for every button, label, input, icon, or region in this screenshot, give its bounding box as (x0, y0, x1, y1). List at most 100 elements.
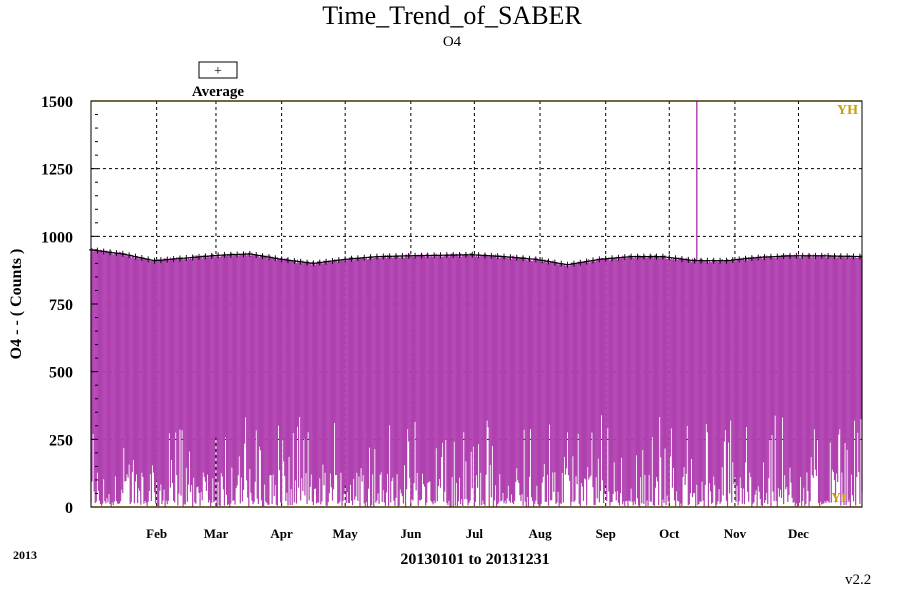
average-marker (768, 253, 773, 260)
average-marker (235, 251, 240, 258)
average-marker (781, 253, 786, 260)
average-marker (521, 255, 526, 262)
average-marker (508, 254, 513, 261)
average-marker (749, 255, 754, 262)
x-tick-label: Dec (788, 526, 809, 541)
average-marker (266, 254, 271, 261)
x-tick-label: Jul (466, 526, 484, 541)
average-marker (565, 261, 570, 268)
average-marker (559, 260, 564, 267)
average-marker (152, 257, 157, 264)
average-marker (857, 253, 862, 260)
average-marker (667, 254, 672, 261)
average-marker (292, 257, 297, 264)
average-marker (711, 257, 716, 264)
x-tick-label: Jun (400, 526, 422, 541)
legend-label: Average (192, 84, 245, 100)
average-marker (552, 259, 557, 266)
average-marker (177, 255, 182, 262)
average-marker (146, 256, 151, 263)
average-marker (794, 252, 799, 259)
average-marker (260, 253, 265, 260)
average-marker (241, 251, 246, 258)
average-marker (120, 250, 125, 257)
average-marker (578, 259, 583, 266)
average-marker (324, 258, 329, 265)
y-tick-label: 1500 (41, 94, 73, 111)
average-marker (654, 253, 659, 260)
average-marker (305, 259, 310, 266)
average-marker (813, 252, 818, 259)
x-tick-label: Aug (528, 526, 552, 541)
average-marker (832, 253, 837, 260)
average-marker (133, 253, 138, 260)
average-marker (197, 253, 202, 260)
average-marker (527, 255, 532, 262)
average-marker (641, 253, 646, 260)
average-marker (692, 257, 697, 264)
y-tick-label: 0 (65, 500, 73, 517)
average-marker (584, 258, 589, 265)
average-marker (838, 253, 843, 260)
y-tick-label: 500 (49, 365, 73, 382)
average-marker (381, 253, 386, 260)
average-marker (743, 255, 748, 262)
average-marker (762, 254, 767, 261)
y-axis: 0 250 500 750 1000 1250 1500 (41, 94, 98, 517)
average-marker (444, 252, 449, 259)
average-marker (254, 252, 259, 259)
average-marker (311, 260, 316, 267)
average-marker (660, 253, 665, 260)
average-marker (533, 256, 538, 263)
average-marker (476, 252, 481, 259)
average-marker (114, 250, 119, 257)
average-marker (425, 252, 430, 259)
average-marker (463, 251, 468, 258)
average-marker (158, 257, 163, 264)
average-marker (400, 252, 405, 259)
average-marker (482, 252, 487, 259)
average-marker (546, 258, 551, 265)
average-marker (502, 253, 507, 260)
average-marker (362, 254, 367, 261)
limit-high-label: YH (837, 103, 858, 118)
average-marker (330, 257, 335, 264)
average-marker (451, 252, 456, 259)
average-marker (127, 252, 132, 259)
average-marker (495, 253, 500, 260)
average-marker (845, 253, 850, 260)
x-axis-label: 20130101 to 20131231 (400, 551, 549, 568)
average-marker (705, 257, 710, 264)
version-label: v2.2 (845, 572, 871, 588)
average-marker (686, 256, 691, 263)
x-tick-label: Feb (146, 526, 167, 541)
y-tick-label: 1000 (41, 229, 73, 246)
average-marker (203, 253, 208, 260)
average-marker (807, 252, 812, 259)
average-marker (571, 260, 576, 267)
chart-title: Time_Trend_of_SABER (322, 1, 582, 30)
average-marker (273, 255, 278, 262)
average-marker (648, 253, 653, 260)
average-marker (419, 252, 424, 259)
x-axis: Feb Mar Apr May Jun Jul Aug Sep Oct Nov Dec (146, 526, 809, 541)
x-tick-label: May (333, 526, 359, 541)
average-marker (387, 253, 392, 260)
x-tick-label: Sep (596, 526, 616, 541)
average-marker (590, 257, 595, 264)
average-marker (724, 257, 729, 264)
limit-low-label: YL (831, 491, 850, 506)
average-marker (597, 256, 602, 263)
average-marker (730, 257, 735, 264)
average-marker (279, 256, 284, 263)
average-marker (108, 249, 113, 256)
average-marker (489, 252, 494, 259)
average-marker (349, 255, 354, 262)
average-marker (514, 254, 519, 261)
average-marker (285, 257, 290, 264)
average-marker (819, 252, 824, 259)
average-marker (679, 256, 684, 263)
average-marker (394, 253, 399, 260)
average-marker (470, 251, 475, 258)
